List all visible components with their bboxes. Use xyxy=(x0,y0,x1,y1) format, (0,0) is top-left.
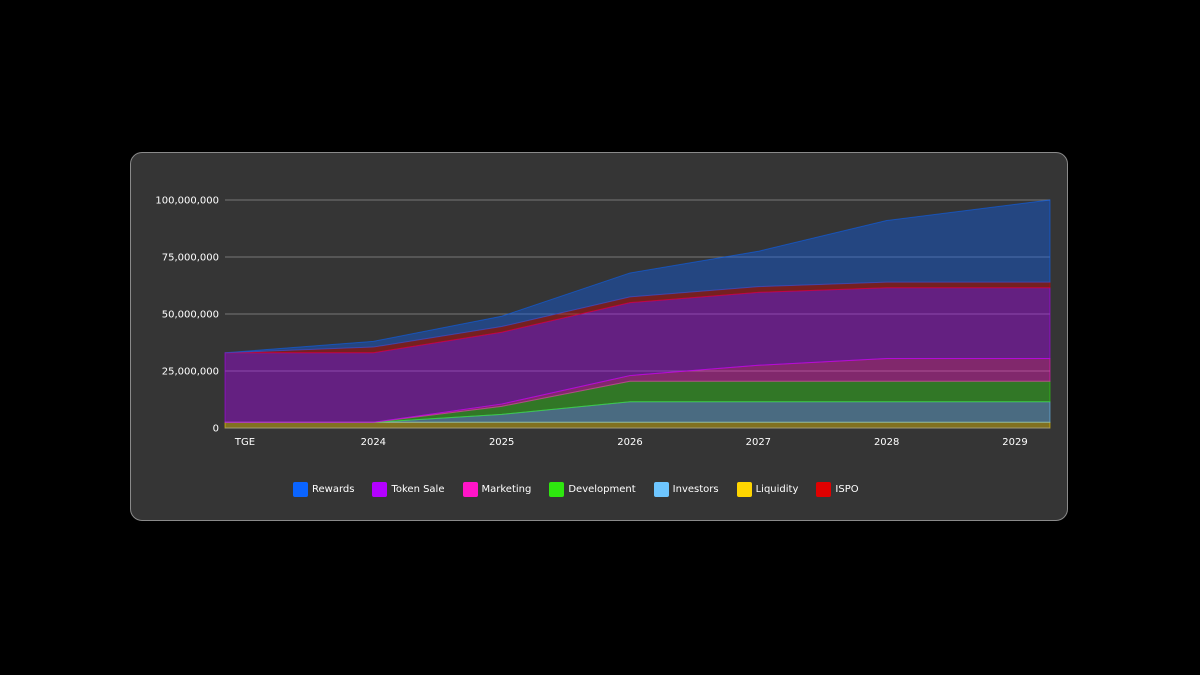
y-tick-label: 100,000,000 xyxy=(155,196,219,207)
legend-item-development[interactable]: Development xyxy=(549,481,636,497)
legend-swatch xyxy=(549,481,565,497)
legend-swatch xyxy=(816,481,832,497)
legend-swatch xyxy=(653,481,669,497)
x-tick-label: 2029 xyxy=(1002,437,1027,448)
chart-legend: Rewards Token Sale Marketing Development Inv… xyxy=(293,481,877,497)
x-axis: TGE 2024 2025 2026 2027 2028 2029 xyxy=(225,427,1050,448)
legend-label: Marketing xyxy=(481,483,532,495)
legend-item-rewards[interactable]: Rewards xyxy=(293,481,355,497)
legend-label: ISPO xyxy=(835,483,859,495)
x-tick-label: 2026 xyxy=(617,437,642,448)
legend-label: Liquidity xyxy=(755,483,799,495)
x-tick-label: 2027 xyxy=(746,437,771,448)
legend-item-marketing[interactable]: Marketing xyxy=(462,481,532,497)
grid-lines xyxy=(225,199,1050,372)
legend-label: Development xyxy=(568,483,636,495)
legend-label: Token Sale xyxy=(391,483,445,495)
y-tick-label: 25,000,000 xyxy=(162,367,219,378)
y-tick-label: 0 xyxy=(213,424,219,435)
legend-item-token-sale[interactable]: Token Sale xyxy=(372,481,445,497)
x-tick-label: 2025 xyxy=(489,437,514,448)
x-tick-label: TGE xyxy=(234,437,255,448)
legend-label: Investors xyxy=(672,483,719,495)
y-axis: 0 25,000,000 50,000,000 75,000,000 100,000,0… xyxy=(155,196,219,435)
stacked-areas xyxy=(224,199,1051,429)
legend-swatch xyxy=(372,481,388,497)
y-tick-label: 50,000,000 xyxy=(162,310,219,321)
legend-swatch xyxy=(462,481,478,497)
x-tick-label: 2028 xyxy=(874,437,899,448)
y-tick-label: 75,000,000 xyxy=(162,253,219,264)
legend-swatch xyxy=(293,481,308,497)
legend-label: Rewards xyxy=(312,483,355,495)
area-liquidity xyxy=(224,421,1051,429)
legend-item-liquidity[interactable]: Liquidity xyxy=(736,481,799,497)
area-rewards xyxy=(224,199,1051,354)
x-tick-label: 2024 xyxy=(361,437,386,448)
legend-item-ispo[interactable]: ISPO xyxy=(816,481,859,497)
legend-item-investors[interactable]: Investors xyxy=(653,481,719,497)
legend-swatch xyxy=(736,481,752,497)
chart-card xyxy=(130,152,1068,521)
